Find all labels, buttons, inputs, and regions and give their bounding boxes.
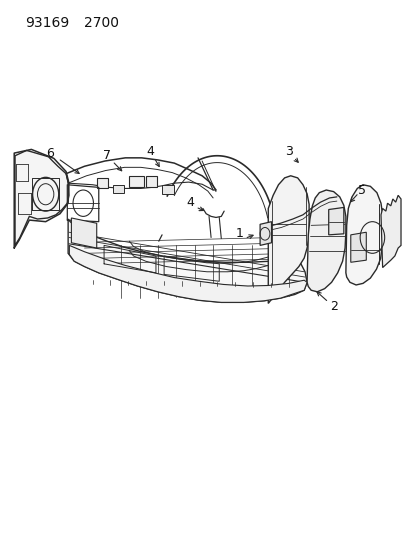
Text: 4: 4 xyxy=(186,196,194,208)
Polygon shape xyxy=(69,245,306,302)
Polygon shape xyxy=(380,195,400,268)
Polygon shape xyxy=(129,176,143,188)
Text: 6: 6 xyxy=(46,147,54,159)
Polygon shape xyxy=(97,178,108,189)
Polygon shape xyxy=(68,219,306,302)
Text: 4: 4 xyxy=(145,145,153,158)
Polygon shape xyxy=(161,185,173,193)
Polygon shape xyxy=(345,185,382,285)
Polygon shape xyxy=(71,218,97,248)
Polygon shape xyxy=(145,176,157,188)
Polygon shape xyxy=(306,190,345,292)
Text: 93169: 93169 xyxy=(25,16,69,30)
Polygon shape xyxy=(268,176,309,303)
Text: 2700: 2700 xyxy=(84,16,119,30)
Polygon shape xyxy=(350,232,366,262)
Polygon shape xyxy=(259,222,271,245)
Polygon shape xyxy=(113,185,124,192)
Text: 5: 5 xyxy=(357,183,366,197)
Text: 3: 3 xyxy=(284,145,292,158)
Text: 2: 2 xyxy=(329,300,337,312)
Text: 7: 7 xyxy=(103,149,111,162)
Text: 1: 1 xyxy=(235,227,243,240)
Polygon shape xyxy=(328,207,343,235)
Polygon shape xyxy=(15,150,69,245)
